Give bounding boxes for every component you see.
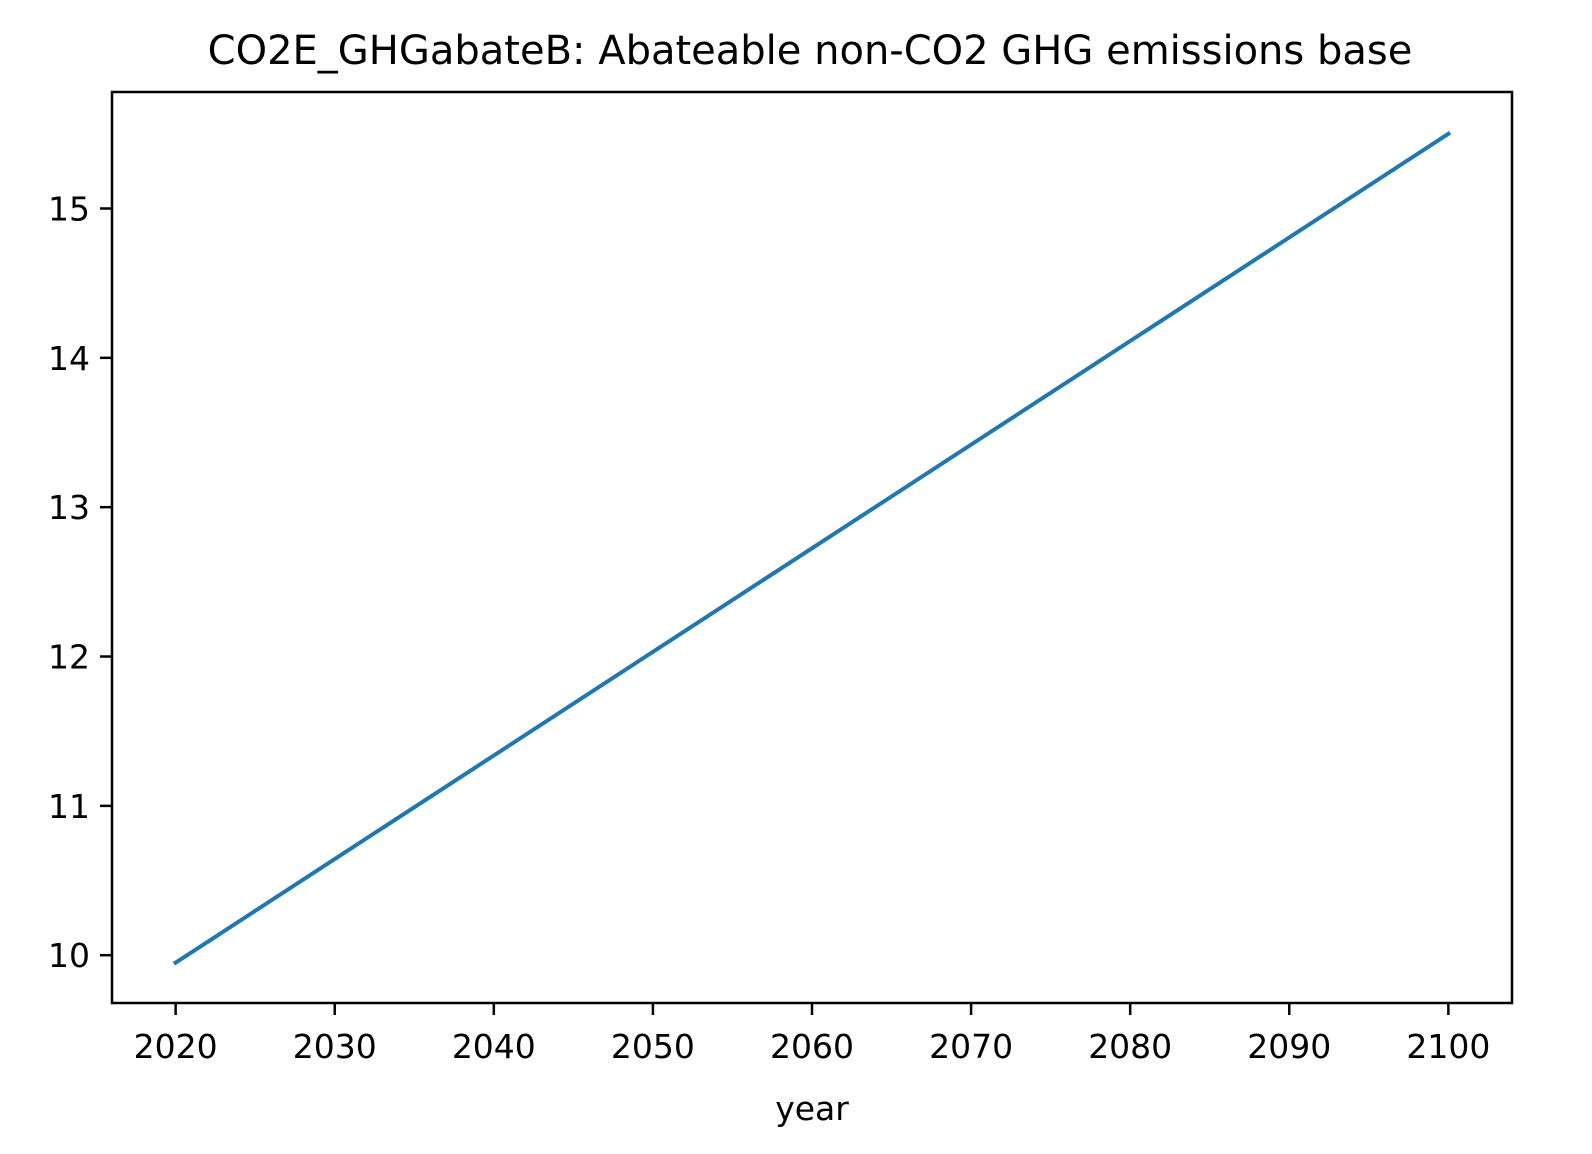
x-axis-label: year xyxy=(775,1089,849,1128)
x-tick-label: 2100 xyxy=(1406,1027,1490,1066)
x-tick-label: 2090 xyxy=(1247,1027,1331,1066)
chart-title: CO2E_GHGabateB: Abateable non-CO2 GHG em… xyxy=(208,28,1413,74)
series-line xyxy=(172,131,1452,966)
y-tick-label: 12 xyxy=(48,638,90,677)
series-layer xyxy=(172,131,1452,966)
x-tick-label: 2070 xyxy=(929,1027,1013,1066)
x-tick-label: 2050 xyxy=(611,1027,695,1066)
x-tick-label: 2080 xyxy=(1088,1027,1172,1066)
y-axis: 10 11 12 13 14 15 xyxy=(48,189,112,975)
y-tick-label: 11 xyxy=(48,787,90,826)
y-tick-label: 13 xyxy=(48,488,90,527)
y-tick-label: 15 xyxy=(48,189,90,228)
y-tick-label: 10 xyxy=(48,936,90,975)
y-tick-label: 14 xyxy=(48,339,90,378)
x-axis: 2020 2030 2040 2050 2060 2070 2080 2090 2100 xyxy=(134,1003,1490,1066)
x-tick-label: 2040 xyxy=(452,1027,536,1066)
x-tick-label: 2030 xyxy=(293,1027,377,1066)
x-tick-label: 2020 xyxy=(134,1027,218,1066)
x-tick-label: 2060 xyxy=(770,1027,854,1066)
